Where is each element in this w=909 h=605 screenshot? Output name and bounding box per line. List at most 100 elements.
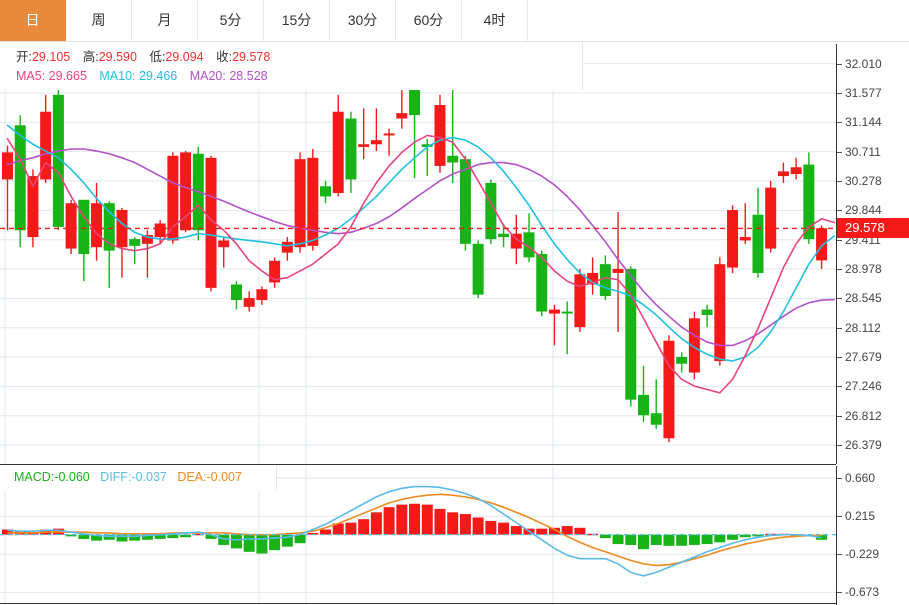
candle-body [269,260,281,283]
candlestick [523,213,535,263]
candlestick [714,257,726,366]
candle-body [103,203,115,251]
macd-histogram-bar [2,529,13,535]
candle-body [78,199,90,254]
macd-histogram-bar [625,534,637,545]
ma5-line [6,134,836,394]
candlestick [116,207,128,278]
macd-histogram-bar [154,534,166,539]
price-tick-label: 28.978 [837,262,882,276]
current-price-badge: 29.578 [837,218,909,239]
macd-tick-label: 0.215 [837,509,875,523]
timeframe-tab-bar[interactable]: 日 周 月 5分 15分 30分 60分 4时 [0,0,909,42]
candlestick [739,203,751,244]
macd-histogram-bar [561,526,573,535]
candle-body [498,233,510,238]
tab-60min[interactable]: 60分 [396,0,462,41]
macd-tick-label: -0.673 [837,585,879,599]
candle-body [587,272,599,285]
candle-body [447,155,459,163]
candle-body [663,340,675,439]
tab-week[interactable]: 周 [66,0,132,41]
tab-month[interactable]: 月 [132,0,198,41]
macd-histogram-bar [472,517,484,535]
candle-body [472,243,484,295]
macd-histogram-bar [638,534,649,550]
tab-5min[interactable]: 5分 [198,0,264,41]
price-tick-label: 28.545 [837,291,882,305]
macd-histogram-bar [701,534,713,545]
ma20-value: 28.528 [229,69,268,83]
macd-histogram-bar [65,534,77,537]
candle-body [167,155,179,241]
candle-body [396,113,408,119]
candle-body [548,309,560,314]
candlestick [205,155,217,292]
candle-body [485,182,497,240]
candlestick [548,304,560,346]
candlestick [574,268,586,332]
candle-body [65,203,77,249]
diff-value: -0.037 [131,470,167,484]
macd-histogram-bar [739,534,751,538]
price-chart-pane[interactable] [0,44,836,464]
price-tick-label: 28.112 [837,321,881,335]
tab-30min[interactable]: 30分 [330,0,396,41]
macd-chart[interactable] [0,466,836,605]
candlestick [803,152,815,244]
ma20-line [6,148,836,347]
candlestick [218,237,230,268]
candlestick-chart[interactable] [0,44,836,464]
candle-body [91,203,103,248]
macd-histogram-bar [358,519,370,535]
candle-body [599,264,611,296]
candle-body [281,241,293,253]
candle-body [129,239,141,246]
tab-15min[interactable]: 15分 [264,0,330,41]
candlestick [777,162,789,183]
macd-histogram-bar [91,534,103,541]
tab-4hour[interactable]: 4时 [462,0,528,41]
price-tick-label: 30.711 [837,145,881,159]
macd-histogram-bar [294,534,306,544]
candle-body [218,240,230,248]
candle-body [421,144,433,147]
macd-histogram-bar [536,528,548,535]
candle-body [40,111,52,180]
ma5-value: 29.665 [48,69,87,83]
close-label: 收: [216,50,233,64]
ohlc-info-panel: 开:29.105 高:29.590 低:29.094 收:29.578 MA5:… [0,42,583,90]
macd-histogram-bar [688,534,700,545]
candlestick [180,151,192,233]
candlestick [243,291,255,312]
macd-histogram-bar [498,522,510,535]
candle-body [294,159,306,248]
candlestick [141,230,153,278]
tab-day[interactable]: 日 [0,0,66,41]
macd-histogram-bar [396,504,408,535]
macd-histogram-bar [370,512,382,535]
candle-body [701,309,713,315]
candle-body [510,233,522,249]
price-axis: 32.010 31.577 31.144 30.711 30.278 29.844 29.4… [836,44,909,464]
candlestick [230,281,242,310]
close-value: 29.578 [232,50,271,64]
candle-body [332,111,344,194]
macd-histogram-bar [180,534,192,538]
ohlc-line: 开:29.105 高:29.590 低:29.094 收:29.578 [16,48,582,67]
macd-tick-label: 0.660 [837,471,875,485]
candlestick [269,257,281,288]
candlestick [307,149,319,251]
macd-histogram-bar [307,532,319,535]
dea-value: -0.007 [206,470,242,484]
macd-histogram-bar [320,529,331,535]
price-tick-label: 31.577 [837,86,882,100]
candle-body [256,289,268,301]
tab-bar-spacer [528,0,909,41]
candlestick [167,152,179,244]
macd-histogram-bar [103,534,115,540]
candle-body [625,268,637,400]
candlestick [40,94,52,183]
macd-axis: 0.660 0.215 -0.229 -0.673 [836,466,909,605]
price-tick-label: 27.679 [837,350,882,364]
